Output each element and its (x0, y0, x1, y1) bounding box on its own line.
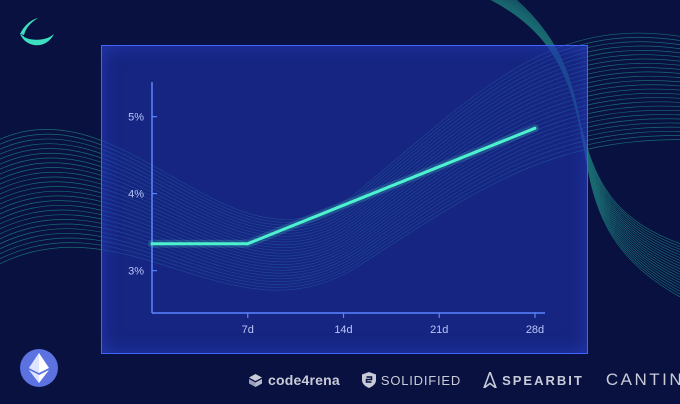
series-line-glow (148, 124, 539, 248)
y-tick-label: 3% (128, 266, 144, 278)
spearbit-label: SPEARBIT (502, 372, 584, 388)
chart-panel (101, 45, 588, 354)
x-tick-label: 7d (242, 324, 254, 336)
y-axis-ticks: 5% 4% 3% (128, 112, 157, 278)
chart-axes (151, 82, 545, 314)
partner-cantina: CANTINA (606, 370, 680, 390)
partner-logos: code4rena SOLIDIFIED SPEARBIT CANTINA (248, 368, 680, 392)
code4rena-label: code4rena (268, 372, 340, 388)
code4rena-logo-icon (249, 373, 262, 387)
partner-solidified: SOLIDIFIED (361, 372, 462, 388)
shield-logo-icon (361, 372, 376, 388)
partner-spearbit: SPEARBIT (483, 372, 584, 388)
x-axis-ticks: 7d 14d 21d 28d (242, 313, 544, 336)
ethereum-icon (20, 349, 58, 387)
partner-code4rena: code4rena (248, 372, 340, 388)
cantina-label: CANTINA (605, 370, 680, 389)
solidified-label: SOLIDIFIED (380, 372, 462, 388)
spearhead-logo-icon (483, 372, 497, 388)
x-tick-label: 14d (334, 324, 352, 336)
y-tick-label: 5% (128, 112, 144, 124)
y-tick-label: 4% (128, 189, 144, 201)
chart-series (148, 124, 539, 248)
x-tick-label: 28d (526, 324, 544, 336)
x-tick-label: 21d (430, 324, 448, 336)
leaf-wave-logo-icon (20, 18, 54, 46)
series-line (150, 126, 537, 246)
